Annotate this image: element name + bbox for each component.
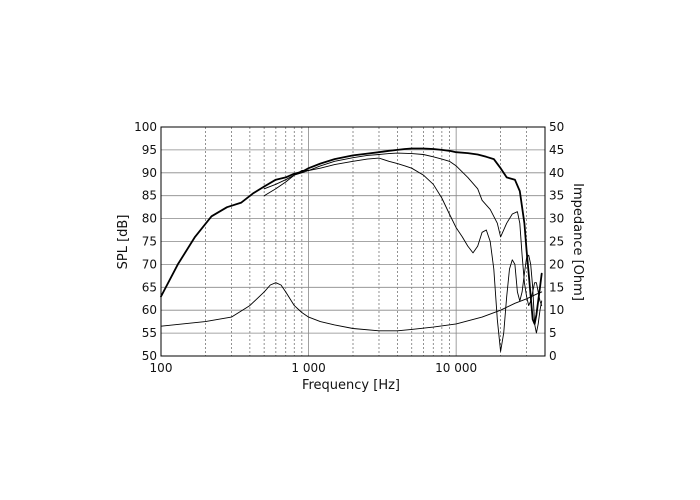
- y-tick-label: 90: [142, 166, 157, 180]
- y2-tick-label: 10: [549, 303, 564, 317]
- y2-tick-label: 15: [549, 280, 564, 294]
- spl-curve-2: [263, 152, 543, 307]
- series-group: [160, 147, 543, 352]
- y2-tick-label: 30: [549, 212, 564, 226]
- y-tick-label: 100: [134, 120, 157, 134]
- y-tick-label: 80: [142, 212, 157, 226]
- y-tick-label: 95: [142, 143, 157, 157]
- x-tick-label: 10 000: [435, 361, 477, 375]
- y-tick-label: 75: [142, 235, 157, 249]
- y2-tick-label: 25: [549, 235, 564, 249]
- x-axis-title: Frequency [Hz]: [302, 378, 400, 393]
- y-tick-label: 65: [142, 280, 157, 294]
- spl-curve-1: [160, 147, 543, 325]
- y2-tick-label: 40: [549, 166, 564, 180]
- spl-curve-3: [263, 157, 543, 352]
- x-tick-label: 100: [150, 361, 173, 375]
- y2-axis-title: Impedance [Ohm]: [570, 183, 585, 301]
- tick-labels: 50 55 60 65 70 75 80 85 90 95 100 0 5 10 15 20 25 30 35 40 4…: [134, 120, 564, 375]
- y-tick-label: 85: [142, 189, 157, 203]
- y-tick-label: 50: [142, 349, 157, 363]
- y-axis-title: SPL [dB]: [116, 215, 131, 270]
- impedance-curve: [160, 282, 543, 332]
- y2-tick-label: 0: [549, 349, 557, 363]
- y-tick-label: 70: [142, 257, 157, 271]
- plot-frame: [160, 126, 546, 357]
- x-tick-label: 1 000: [291, 361, 325, 375]
- y-tick-label: 55: [142, 326, 157, 340]
- y2-tick-label: 50: [549, 120, 564, 134]
- y2-tick-label: 45: [549, 143, 564, 157]
- y2-tick-label: 20: [549, 257, 564, 271]
- y2-tick-label: 35: [549, 189, 564, 203]
- y-tick-label: 60: [142, 303, 157, 317]
- y2-tick-label: 5: [549, 326, 557, 340]
